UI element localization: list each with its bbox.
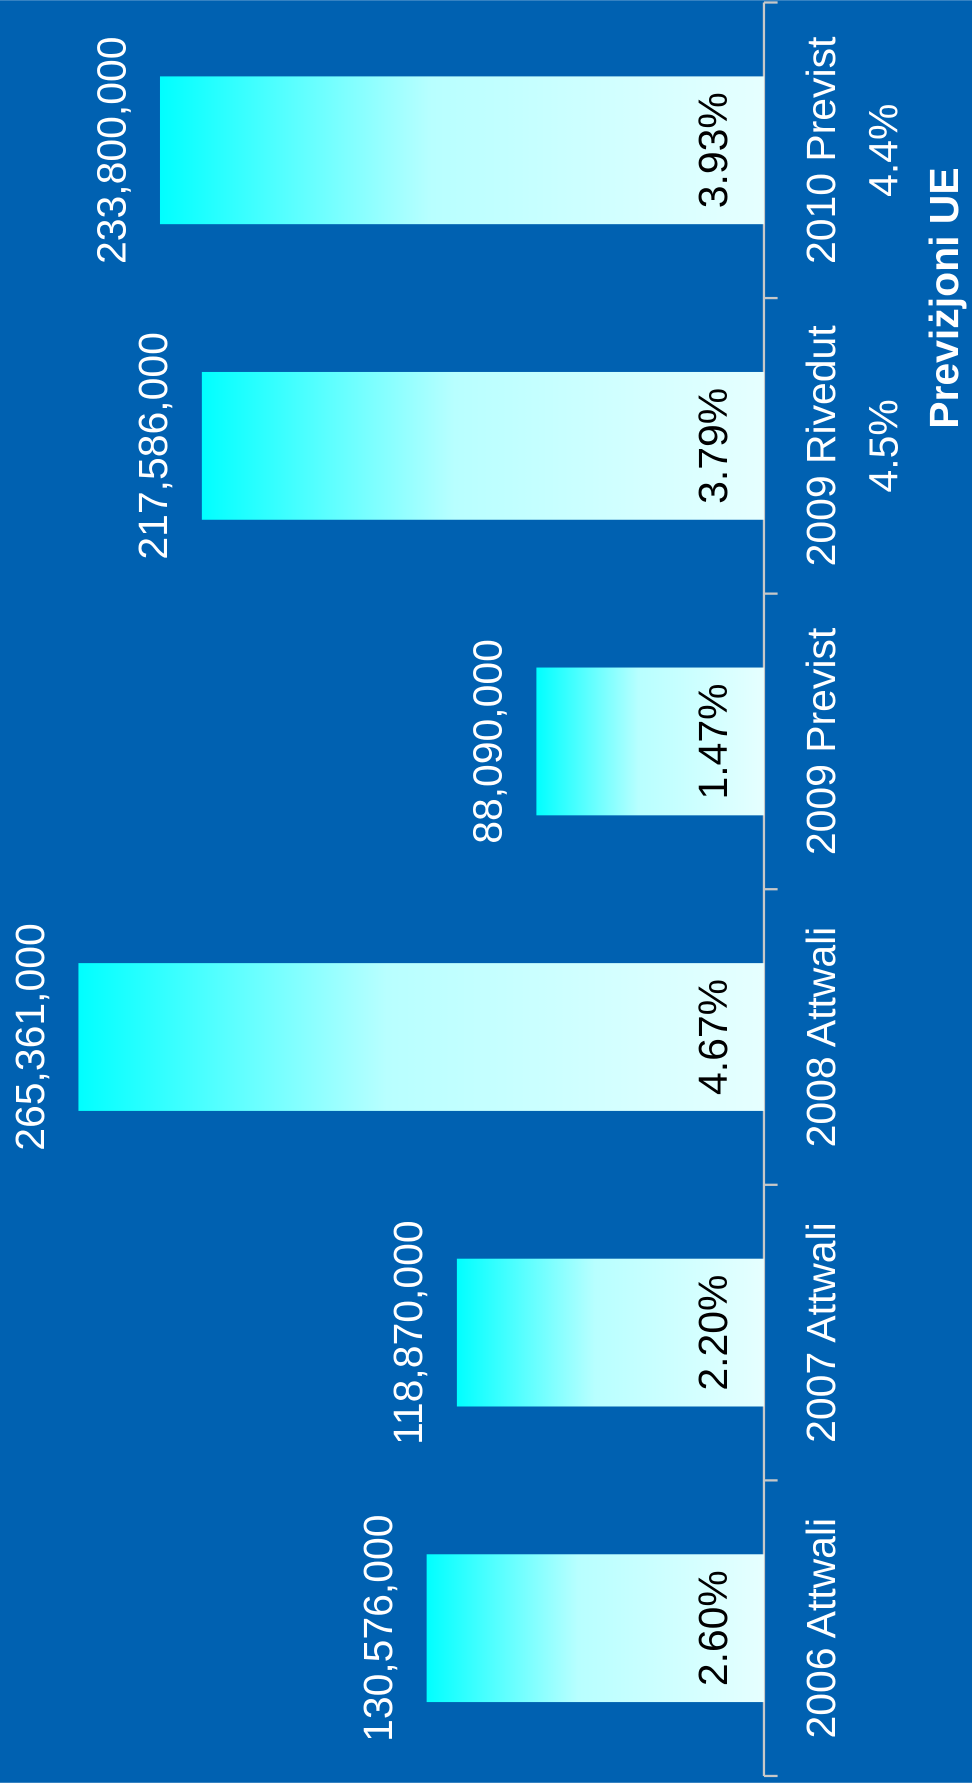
percentage-label: 2.60% bbox=[690, 1570, 736, 1686]
value-label: 88,090,000 bbox=[465, 639, 511, 844]
percentage-label: 3.79% bbox=[690, 388, 736, 504]
bar bbox=[536, 667, 764, 816]
value-label: 265,361,000 bbox=[7, 923, 53, 1150]
category-label: 2009 Rivedut bbox=[798, 325, 844, 567]
percentage-label: 2.20% bbox=[690, 1275, 736, 1391]
category-label: 2007 Attwali bbox=[798, 1222, 844, 1443]
value-label: 130,576,000 bbox=[355, 1514, 401, 1741]
bar bbox=[426, 1554, 764, 1703]
bar bbox=[78, 963, 764, 1111]
category-label: 2010 Previst bbox=[798, 36, 844, 264]
value-label: 118,870,000 bbox=[385, 1220, 431, 1444]
category-label: 2006 Attwali bbox=[798, 1518, 844, 1739]
bar bbox=[159, 76, 764, 225]
percentage-label: 3.93% bbox=[690, 92, 736, 208]
value-label: 233,800,000 bbox=[88, 37, 134, 264]
category-label: 2008 Attwali bbox=[798, 927, 844, 1148]
annotation-label: 4.4% bbox=[861, 104, 907, 197]
value-label: 217,586,000 bbox=[130, 332, 176, 559]
bar bbox=[201, 371, 764, 520]
bar bbox=[456, 1258, 764, 1407]
percentage-label: 4.67% bbox=[690, 979, 736, 1095]
annotation-label: 4.5% bbox=[861, 399, 907, 492]
category-label: 2009 Previst bbox=[798, 627, 844, 855]
annotation-title: Previżjoni UE bbox=[921, 167, 967, 428]
percentage-label: 1.47% bbox=[690, 683, 736, 799]
